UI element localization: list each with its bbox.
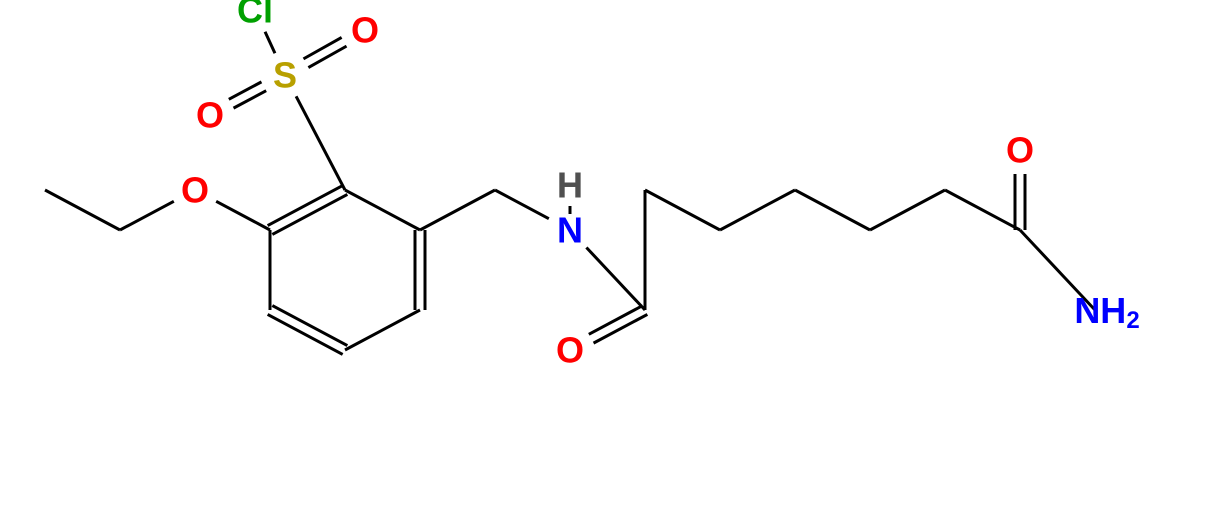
atom-label-h: H <box>557 165 583 206</box>
atom-label-cl: Cl <box>237 0 273 31</box>
atom-label-n: N <box>557 210 583 251</box>
atom-label-o: O <box>181 170 209 211</box>
atom-label-o: O <box>196 95 224 136</box>
atom-label-nh2: NH2 <box>1074 290 1139 334</box>
atom-label-o: O <box>556 330 584 371</box>
molecule-canvas: OOSClONHOONH2H <box>0 0 1215 509</box>
atom-label-o: O <box>351 10 379 51</box>
atom-label-s: S <box>273 55 297 96</box>
atom-label-o: O <box>1006 130 1034 171</box>
